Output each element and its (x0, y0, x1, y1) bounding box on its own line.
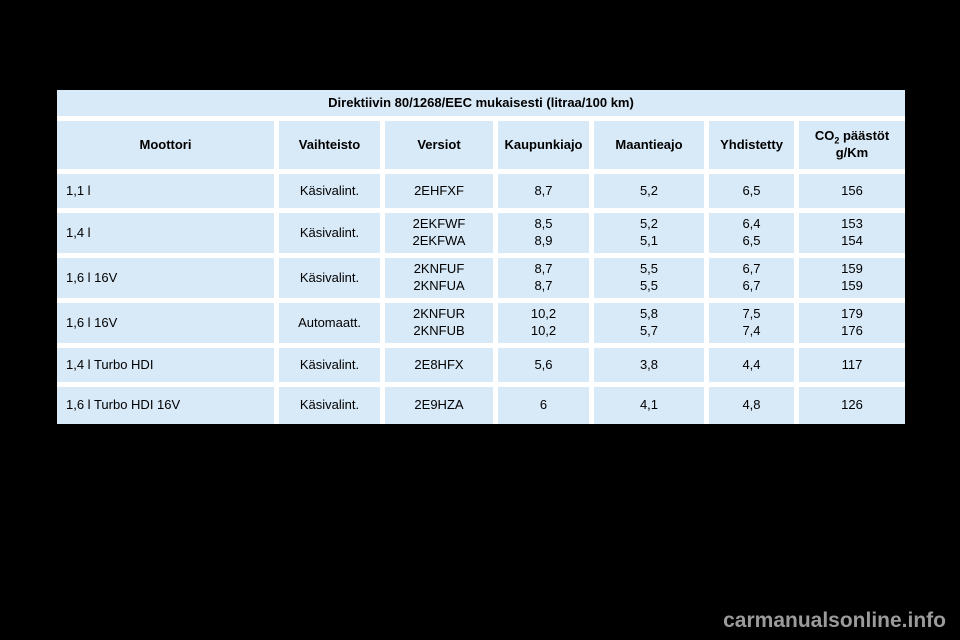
watermark: carmanualsonline.info (723, 609, 946, 632)
cell-co2-6: 126 (799, 387, 905, 424)
cell-yhdistetty-6: 4,8 (709, 387, 794, 424)
cell-maantieajo-2: 5,2 5,1 (594, 213, 704, 253)
cell-vaihteisto-3: Käsivalint. (279, 258, 380, 298)
cell-versiot-4: 2KNFUR 2KNFUB (385, 303, 493, 343)
cell-vaihteisto-5: Käsivalint. (279, 348, 380, 382)
cell-vaihteisto-2: Käsivalint. (279, 213, 380, 253)
col-header-kaupunkiajo: Kaupunkiajo (498, 121, 589, 169)
col-header-maantieajo: Maantieajo (594, 121, 704, 169)
cell-versiot-2: 2EKFWF 2EKFWA (385, 213, 493, 253)
col-header-moottori: Moottori (57, 121, 274, 169)
cell-kaupunkiajo-4: 10,2 10,2 (498, 303, 589, 343)
cell-moottori-3: 1,6 l 16V (57, 258, 274, 298)
cell-co2-2: 153 154 (799, 213, 905, 253)
cell-vaihteisto-6: Käsivalint. (279, 387, 380, 424)
col-header-versiot: Versiot (385, 121, 493, 169)
col-header-yhdistetty: Yhdistetty (709, 121, 794, 169)
cell-moottori-4: 1,6 l 16V (57, 303, 274, 343)
cell-co2-5: 117 (799, 348, 905, 382)
cell-maantieajo-1: 5,2 (594, 174, 704, 208)
cell-yhdistetty-1: 6,5 (709, 174, 794, 208)
cell-kaupunkiajo-3: 8,7 8,7 (498, 258, 589, 298)
cell-moottori-6: 1,6 l Turbo HDI 16V (57, 387, 274, 424)
co2-subscript: 2 (834, 135, 840, 146)
cell-maantieajo-5: 3,8 (594, 348, 704, 382)
cell-maantieajo-3: 5,5 5,5 (594, 258, 704, 298)
cell-versiot-5: 2E8HFX (385, 348, 493, 382)
cell-versiot-6: 2E9HZA (385, 387, 493, 424)
cell-yhdistetty-2: 6,4 6,5 (709, 213, 794, 253)
cell-vaihteisto-4: Automaatt. (279, 303, 380, 343)
cell-maantieajo-6: 4,1 (594, 387, 704, 424)
cell-versiot-3: 2KNFUF 2KNFUA (385, 258, 493, 298)
cell-kaupunkiajo-6: 6 (498, 387, 589, 424)
cell-maantieajo-4: 5,8 5,7 (594, 303, 704, 343)
fuel-consumption-table: Direktiivin 80/1268/EEC mukaisesti (litr… (57, 90, 905, 424)
co2-header-text: CO2 päästöt g/Km (814, 127, 890, 161)
cell-moottori-2: 1,4 l (57, 213, 274, 253)
cell-moottori-1: 1,1 l (57, 174, 274, 208)
cell-yhdistetty-4: 7,5 7,4 (709, 303, 794, 343)
cell-yhdistetty-5: 4,4 (709, 348, 794, 382)
cell-kaupunkiajo-5: 5,6 (498, 348, 589, 382)
cell-yhdistetty-3: 6,7 6,7 (709, 258, 794, 298)
cell-co2-4: 179 176 (799, 303, 905, 343)
cell-kaupunkiajo-1: 8,7 (498, 174, 589, 208)
cell-co2-3: 159 159 (799, 258, 905, 298)
cell-moottori-5: 1,4 l Turbo HDI (57, 348, 274, 382)
cell-co2-1: 156 (799, 174, 905, 208)
table-title: Direktiivin 80/1268/EEC mukaisesti (litr… (57, 90, 905, 116)
cell-vaihteisto-1: Käsivalint. (279, 174, 380, 208)
col-header-co2: CO2 päästöt g/Km (799, 121, 905, 169)
cell-versiot-1: 2EHFXF (385, 174, 493, 208)
col-header-vaihteisto: Vaihteisto (279, 121, 380, 169)
cell-kaupunkiajo-2: 8,5 8,9 (498, 213, 589, 253)
